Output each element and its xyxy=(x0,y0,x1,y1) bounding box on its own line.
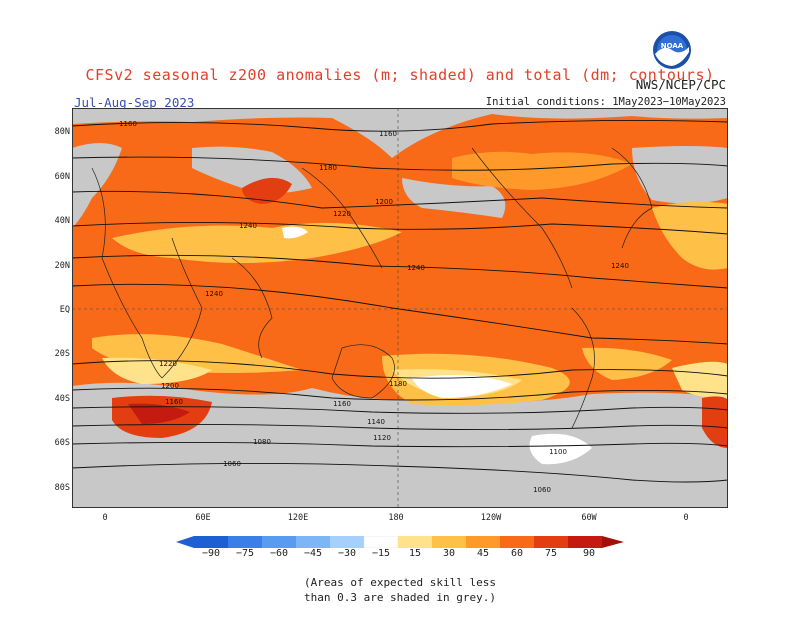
footnote-line-2: than 0.3 are shaded in grey.) xyxy=(303,591,497,604)
lat-label: 40N xyxy=(54,216,70,226)
contour-label: 1120 xyxy=(373,434,391,442)
contour-label: 1160 xyxy=(119,120,137,128)
contour-label: 1200 xyxy=(161,382,179,390)
contour-label: 1220 xyxy=(159,360,177,368)
contour-label: 1060 xyxy=(223,460,241,468)
colorbar-label: −30 xyxy=(337,548,357,559)
contour-label: 1140 xyxy=(367,418,385,426)
map-panel: 1160 1160 1180 1200 1220 1240 1240 1240 … xyxy=(72,108,728,508)
contour-label: 1160 xyxy=(379,130,397,138)
lon-label: 120E xyxy=(287,513,309,523)
chart-title: CFSv2 seasonal z200 anomalies (m; shaded… xyxy=(85,66,715,84)
lon-label: 60W xyxy=(581,513,597,523)
contour-label: 1180 xyxy=(389,380,407,388)
lat-label: 20S xyxy=(54,349,70,359)
contour-label: 1240 xyxy=(239,222,257,230)
footnote-line-1: (Areas of expected skill less xyxy=(303,576,497,589)
lon-label: 0 xyxy=(102,513,108,523)
colorbar-label: 15 xyxy=(408,548,422,559)
contour-label: 1240 xyxy=(205,290,223,298)
svg-text:NOAA: NOAA xyxy=(661,42,684,50)
lat-label: 80S xyxy=(54,483,70,493)
contour-label: 1060 xyxy=(533,486,551,494)
contour-label: 1240 xyxy=(611,262,629,270)
colorbar-label: 75 xyxy=(544,548,558,559)
lon-label: 0 xyxy=(683,513,689,523)
lon-label: 60E xyxy=(195,513,211,523)
contour-labels: 1160 1160 1180 1200 1220 1240 1240 1240 … xyxy=(119,120,629,494)
colorbar-label: 30 xyxy=(442,548,456,559)
contour-label: 1160 xyxy=(165,398,183,406)
contour-label: 1240 xyxy=(407,264,425,272)
lat-label: 40S xyxy=(54,394,70,404)
contour-label: 1080 xyxy=(253,438,271,446)
colorbar-label: −15 xyxy=(371,548,391,559)
colorbar-label: −45 xyxy=(303,548,323,559)
season-label: Jul-Aug-Sep 2023 xyxy=(74,95,195,110)
lat-label: 60N xyxy=(54,172,70,182)
colorbar-label: 45 xyxy=(476,548,490,559)
contour-label: 1220 xyxy=(333,210,351,218)
contour-label: 1200 xyxy=(375,198,393,206)
colorbar xyxy=(176,536,624,548)
lat-label: 20N xyxy=(54,261,70,271)
initial-conditions-label: Initial conditions: 1May2023−10May2023 xyxy=(485,96,726,108)
lat-label: 60S xyxy=(54,438,70,448)
colorbar-label: 60 xyxy=(510,548,524,559)
anomaly-map: 1160 1160 1180 1200 1220 1240 1240 1240 … xyxy=(72,108,728,508)
colorbar-label: −60 xyxy=(269,548,289,559)
contour-label: 1180 xyxy=(319,164,337,172)
lon-label: 120W xyxy=(480,513,502,523)
agency-label: NWS/NCEP/CPC xyxy=(635,77,726,92)
colorbar-label: 90 xyxy=(582,548,596,559)
contour-label: 1160 xyxy=(333,400,351,408)
noaa-logo-icon: NOAA xyxy=(653,31,691,69)
contour-label: 1100 xyxy=(549,448,567,456)
lat-label: EQ xyxy=(59,305,70,315)
lon-label: 180 xyxy=(388,513,404,523)
colorbar-label: −75 xyxy=(235,548,255,559)
colorbar-label: −90 xyxy=(201,548,221,559)
lat-label: 80N xyxy=(54,127,70,137)
